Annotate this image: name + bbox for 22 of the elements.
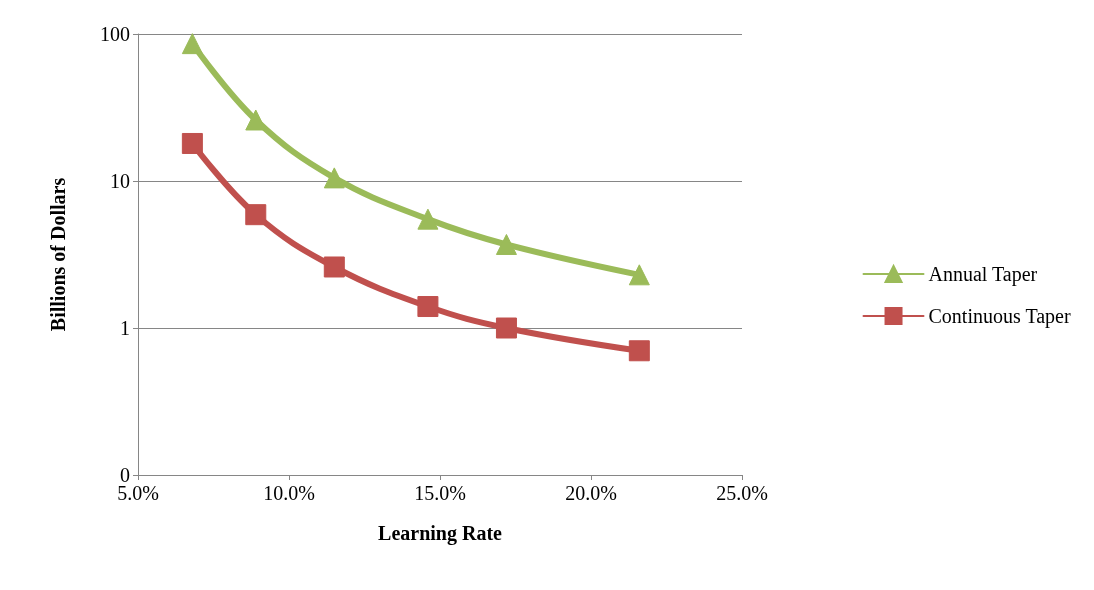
point — [417, 296, 439, 318]
point — [495, 233, 517, 255]
x-axis-title: Learning Rate — [378, 522, 503, 545]
x-tick-label: 10.0% — [263, 482, 315, 504]
y-tick-label: 1 — [120, 317, 130, 339]
point — [181, 33, 203, 55]
point — [628, 264, 650, 286]
y-tick-label: 100 — [100, 23, 130, 45]
y-axis-title: Billions of Dollars — [47, 177, 69, 332]
x-tick-label: 25.0% — [716, 482, 768, 504]
point — [417, 208, 439, 230]
legend-label: Annual Taper — [928, 263, 1038, 286]
point — [323, 167, 345, 189]
point — [181, 132, 203, 154]
point — [628, 340, 650, 362]
y-tick-label: 10 — [110, 170, 130, 192]
point — [323, 256, 345, 278]
x-tick-label: 20.0% — [565, 482, 617, 504]
point — [495, 317, 517, 339]
point — [245, 204, 267, 226]
legend-label: Continuous Taper — [928, 305, 1071, 328]
x-tick-label: 15.0% — [414, 482, 466, 504]
